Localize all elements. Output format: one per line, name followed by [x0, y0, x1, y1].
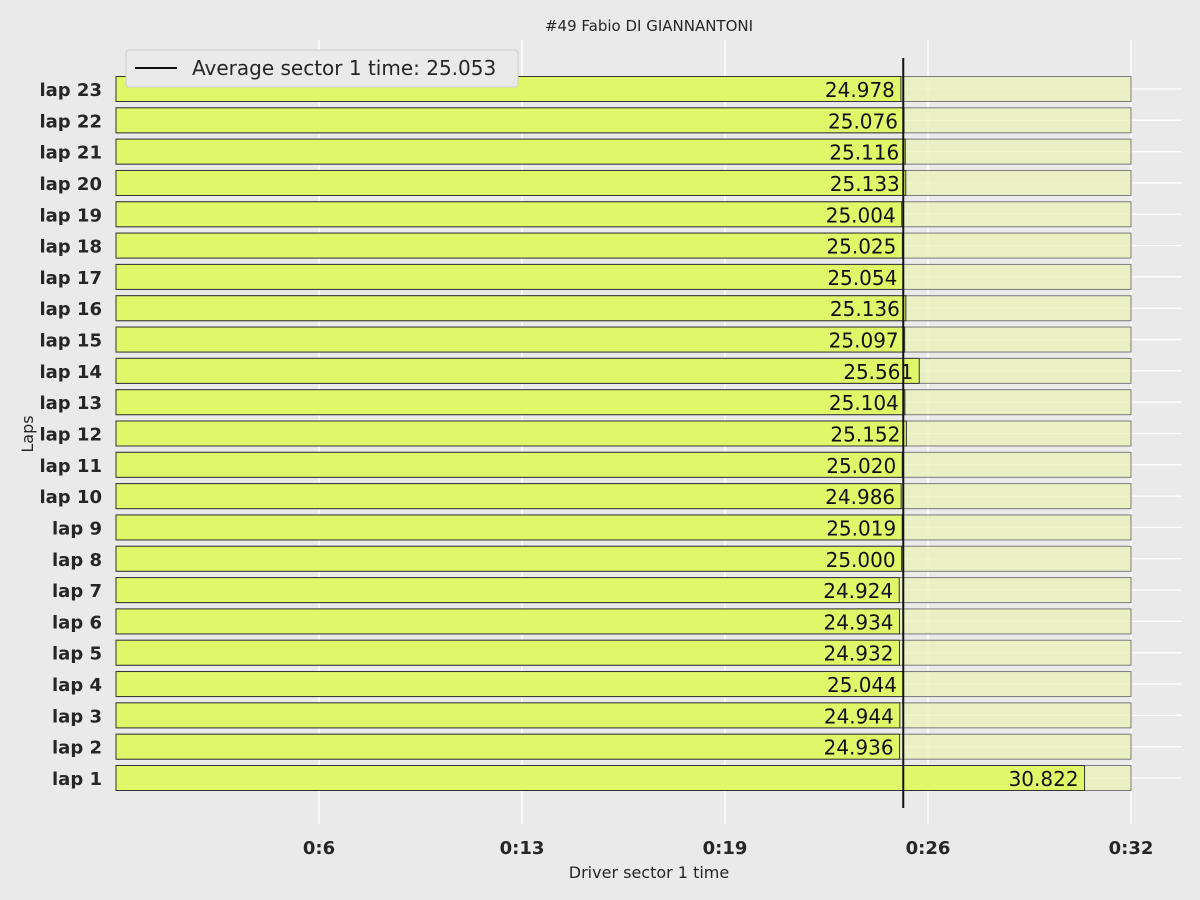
y-tick-label: lap 18	[39, 237, 102, 258]
bar-lap-12	[116, 421, 906, 446]
y-tick-label: lap 22	[39, 111, 102, 132]
y-tick-label: lap 12	[39, 425, 102, 446]
y-tick-label: lap 8	[52, 550, 102, 571]
value-label: 25.004	[826, 203, 896, 227]
bar-lap-22	[116, 108, 904, 133]
bar-lap-6	[116, 609, 900, 634]
value-label: 25.116	[829, 141, 899, 165]
value-label: 25.133	[830, 172, 900, 196]
y-tick-label: lap 20	[39, 174, 102, 195]
x-tick-labels: 0:6 0:13 0:19 0:26 0:32	[303, 838, 1154, 859]
bar-lap-5	[116, 640, 899, 665]
bar-lap-15	[116, 327, 905, 352]
value-label: 24.944	[824, 704, 894, 728]
value-label: 24.986	[825, 485, 895, 509]
x-axis-label: Driver sector 1 time	[569, 863, 729, 882]
bar-lap-10	[116, 484, 901, 509]
y-tick-label: lap 9	[52, 518, 102, 539]
value-label: 24.936	[824, 736, 894, 760]
bar-lap-4	[116, 672, 903, 697]
legend: Average sector 1 time: 25.053	[126, 50, 518, 87]
value-label: 24.934	[824, 610, 894, 634]
value-label: 25.020	[826, 454, 896, 478]
bar-lap-7	[116, 578, 899, 603]
bar-lap-8	[116, 546, 902, 571]
bar-lap-18	[116, 233, 902, 258]
value-label: 25.076	[828, 109, 898, 133]
y-tick-label: lap 6	[52, 612, 102, 633]
y-tick-label: lap 7	[52, 581, 102, 602]
y-tick-label: lap 5	[52, 644, 102, 665]
chart-title: #49 Fabio DI GIANNANTONI	[545, 17, 753, 35]
y-tick-label: lap 3	[52, 706, 102, 727]
value-label: 30.822	[1009, 767, 1079, 791]
value-label: 25.104	[829, 391, 899, 415]
bar-lap-11	[116, 452, 902, 477]
bar-lap-13	[116, 390, 905, 415]
x-tick-label: 0:32	[1109, 838, 1154, 859]
y-tick-label: lap 14	[39, 362, 102, 383]
y-axis-label: Laps	[18, 415, 37, 452]
bar-lap-17	[116, 264, 903, 289]
value-label: 25.019	[826, 516, 896, 540]
y-tick-labels: lap 1 lap 2 lap 3 lap 4 lap 5 lap 6 lap 7 lap 8…	[39, 80, 102, 790]
bar-lap-19	[116, 202, 902, 227]
y-tick-label: lap 15	[39, 331, 102, 352]
bar-lap-2	[116, 734, 900, 759]
x-tick-label: 0:6	[303, 838, 335, 859]
value-label: 24.978	[825, 78, 895, 102]
value-label: 24.932	[823, 642, 893, 666]
y-tick-label: lap 1	[52, 769, 102, 790]
y-tick-label: lap 23	[39, 80, 102, 101]
value-label: 25.152	[830, 423, 900, 447]
y-tick-label: lap 19	[39, 205, 102, 226]
y-tick-label: lap 21	[39, 143, 102, 164]
y-tick-label: lap 11	[39, 456, 102, 477]
x-tick-label: 0:26	[906, 838, 951, 859]
value-label: 25.097	[829, 329, 899, 353]
bar-lap-16	[116, 296, 906, 321]
value-label: 25.025	[826, 235, 896, 259]
bar-lap-3	[116, 703, 900, 728]
bar-lap-9	[116, 515, 902, 540]
y-tick-label: lap 13	[39, 393, 102, 414]
value-label: 25.054	[827, 266, 897, 290]
y-tick-label: lap 4	[52, 675, 102, 696]
bar-lap-20	[116, 170, 906, 195]
value-label: 25.000	[826, 548, 896, 572]
legend-label: Average sector 1 time: 25.053	[192, 56, 496, 80]
y-tick-label: lap 10	[39, 487, 102, 508]
y-tick-label: lap 2	[52, 738, 102, 759]
x-tick-label: 0:13	[500, 838, 545, 859]
y-tick-label: lap 17	[39, 268, 102, 289]
bar-lap-21	[116, 139, 905, 164]
x-tick-label: 0:19	[703, 838, 748, 859]
value-label: 25.044	[827, 673, 897, 697]
y-tick-label: lap 16	[39, 299, 102, 320]
bar-lap-1	[116, 766, 1085, 791]
value-label: 25.136	[830, 297, 900, 321]
value-label: 24.924	[823, 579, 893, 603]
bar-lap-14	[116, 358, 919, 383]
